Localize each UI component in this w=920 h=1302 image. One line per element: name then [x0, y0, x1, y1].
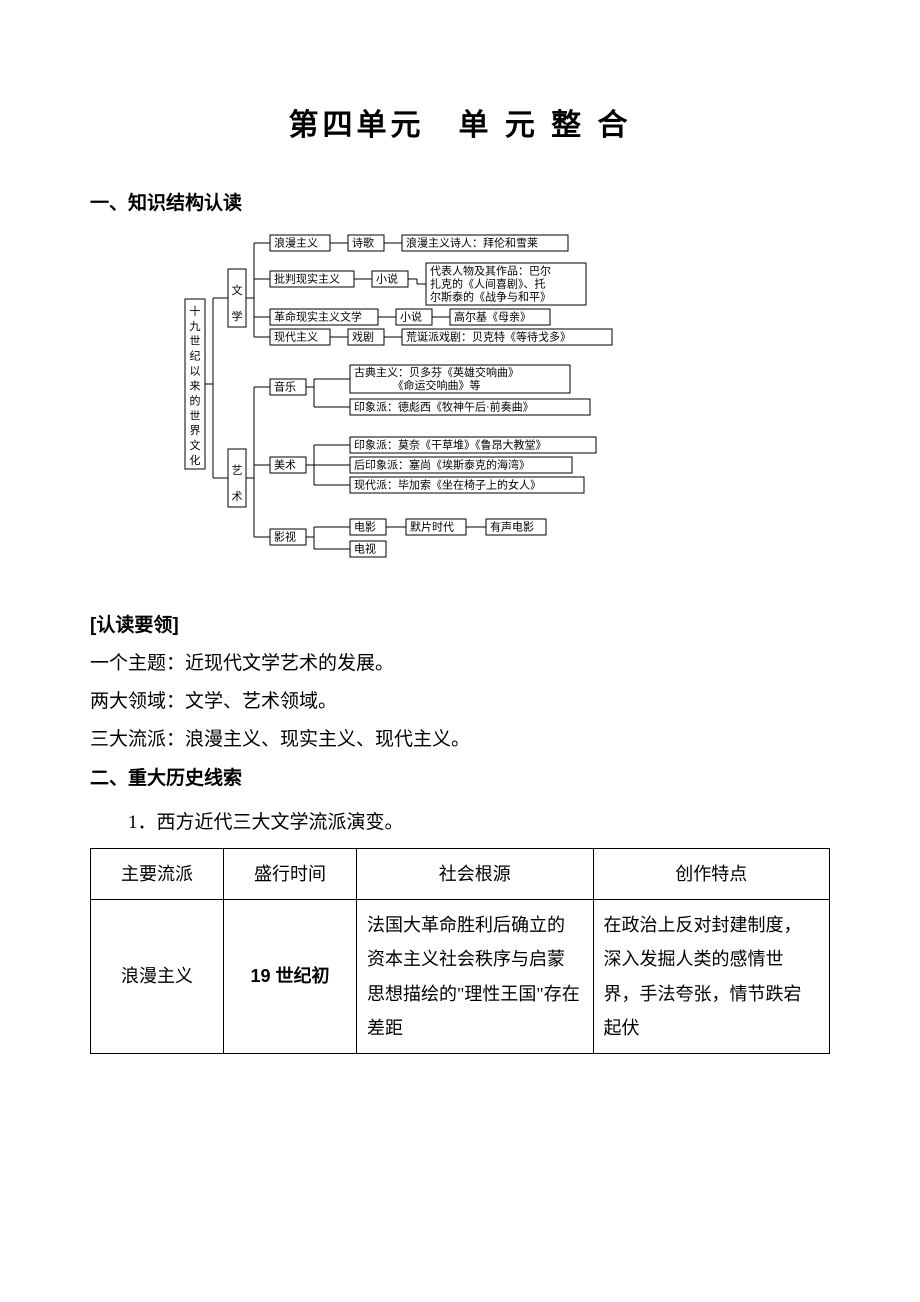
svg-text:学: 学: [232, 309, 243, 323]
section-2-heading: 二、重大历史线索: [90, 763, 830, 790]
th-feature: 创作特点: [593, 849, 830, 900]
page-title: 第四单元 单 元 整 合: [90, 100, 830, 144]
item-1: 1．西方近代三大文学流派演变。: [90, 804, 830, 842]
guide-line-3: 三大流派：浪漫主义、现实主义、现代主义。: [90, 721, 830, 759]
svg-text:小说: 小说: [376, 272, 398, 286]
th-time: 盛行时间: [224, 849, 357, 900]
svg-text:古典主义：贝多芬《英雄交响曲》: 古典主义：贝多芬《英雄交响曲》: [354, 365, 519, 379]
reading-guide-heading: [认读要领]: [90, 607, 830, 645]
svg-text:世: 世: [190, 409, 201, 422]
svg-text:电影: 电影: [354, 521, 376, 534]
svg-text:尔斯泰的《战争与和平》: 尔斯泰的《战争与和平》: [430, 290, 551, 304]
svg-text:印象派：德彪西《牧神午后·前奏曲》: 印象派：德彪西《牧神午后·前奏曲》: [354, 400, 534, 414]
svg-text:代表人物及其作品：巴尔: 代表人物及其作品：巴尔: [430, 264, 551, 278]
svg-text:来: 来: [190, 379, 201, 392]
th-school: 主要流派: [91, 849, 224, 900]
svg-text:高尔基《母亲》: 高尔基《母亲》: [454, 310, 531, 324]
svg-text:艺: 艺: [232, 464, 243, 477]
svg-text:后印象派：塞尚《埃斯泰克的海湾》: 后印象派：塞尚《埃斯泰克的海湾》: [354, 458, 530, 472]
svg-text:十: 十: [190, 304, 201, 318]
svg-text:影视: 影视: [274, 530, 296, 544]
knowledge-tree-diagram: 十九世纪以来的世界文化文学艺术浪漫主义诗歌浪漫主义诗人：拜伦和雪莱批判现实主义小…: [90, 229, 830, 589]
svg-text:有声电影: 有声电影: [490, 520, 534, 534]
th-root: 社会根源: [357, 849, 593, 900]
schools-table: 主要流派 盛行时间 社会根源 创作特点 浪漫主义 19 世纪初 法国大革命胜利后…: [90, 848, 830, 1054]
svg-text:电视: 电视: [354, 542, 376, 556]
svg-text:现代派：毕加索《坐在椅子上的女人》: 现代派：毕加索《坐在椅子上的女人》: [354, 478, 541, 492]
cell-feature: 在政治上反对封建制度，深入发掘人类的感情世界，手法夸张，情节跌宕起伏: [593, 900, 830, 1054]
svg-text:音乐: 音乐: [274, 380, 296, 394]
guide-line-2: 两大领域：文学、艺术领域。: [90, 683, 830, 721]
section-1-heading: 一、知识结构认读: [90, 188, 830, 215]
svg-text:以: 以: [190, 366, 201, 378]
table-row: 浪漫主义 19 世纪初 法国大革命胜利后确立的资本主义社会秩序与启蒙思想描绘的"…: [91, 900, 830, 1054]
svg-text:术: 术: [232, 490, 243, 503]
svg-text:诗歌: 诗歌: [352, 236, 374, 250]
cell-time: 19 世纪初: [224, 900, 357, 1054]
svg-text:化: 化: [190, 453, 201, 467]
svg-text:九: 九: [190, 320, 201, 333]
svg-text:界: 界: [190, 424, 201, 437]
cell-root: 法国大革命胜利后确立的资本主义社会秩序与启蒙思想描绘的"理性王国"存在差距: [357, 900, 593, 1054]
svg-text:浪漫主义: 浪漫主义: [274, 236, 318, 250]
svg-text:的: 的: [190, 393, 201, 407]
svg-text:纪: 纪: [190, 350, 201, 363]
svg-text:默片时代: 默片时代: [410, 521, 454, 534]
svg-text:文: 文: [232, 283, 243, 297]
svg-text:戏剧: 戏剧: [352, 331, 374, 344]
svg-text:扎克的《人间喜剧》、托: 扎克的《人间喜剧》、托: [430, 277, 546, 291]
svg-text:文: 文: [190, 438, 201, 452]
svg-text:《命运交响曲》等: 《命运交响曲》等: [354, 378, 481, 392]
table-header-row: 主要流派 盛行时间 社会根源 创作特点: [91, 849, 830, 900]
guide-line-1: 一个主题：近现代文学艺术的发展。: [90, 645, 830, 683]
svg-text:小说: 小说: [400, 310, 422, 324]
svg-text:荒诞派戏剧：贝克特《等待戈多》: 荒诞派戏剧：贝克特《等待戈多》: [406, 330, 571, 344]
svg-text:印象派：莫奈《干草堆》《鲁昂大教堂》: 印象派：莫奈《干草堆》《鲁昂大教堂》: [354, 438, 547, 452]
svg-text:现代主义: 现代主义: [274, 331, 318, 344]
svg-text:批判现实主义: 批判现实主义: [274, 272, 340, 286]
svg-text:浪漫主义诗人：拜伦和雪莱: 浪漫主义诗人：拜伦和雪莱: [406, 236, 538, 250]
svg-text:革命现实主义文学: 革命现实主义文学: [274, 310, 362, 324]
cell-school: 浪漫主义: [91, 900, 224, 1054]
svg-text:美术: 美术: [274, 459, 296, 472]
svg-text:世: 世: [190, 335, 201, 348]
